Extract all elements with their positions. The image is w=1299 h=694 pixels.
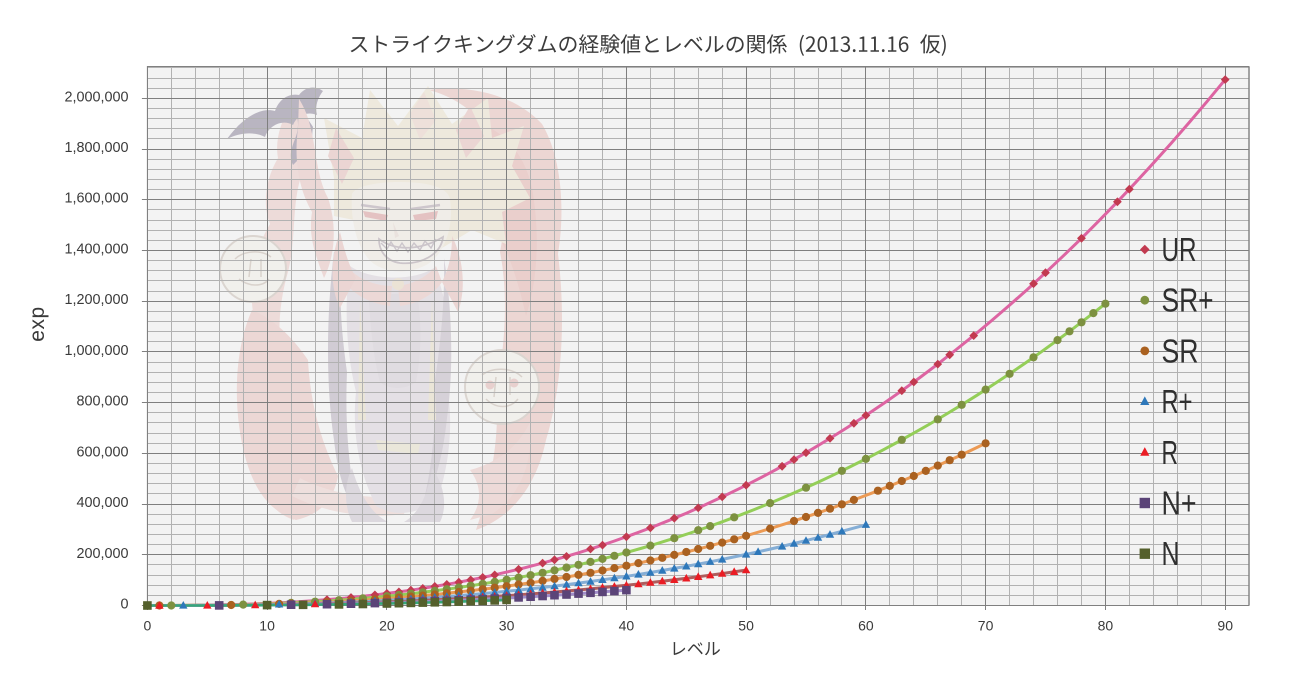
svg-text:50: 50 — [738, 617, 754, 633]
svg-text:80: 80 — [1098, 617, 1114, 633]
svg-text:1,800,000: 1,800,000 — [64, 140, 128, 156]
svg-text:R+: R+ — [1162, 383, 1193, 420]
svg-text:90: 90 — [1217, 617, 1233, 633]
svg-text:20: 20 — [379, 617, 395, 633]
svg-text:1,000,000: 1,000,000 — [64, 343, 128, 359]
svg-text:60: 60 — [858, 617, 874, 633]
svg-text:1,200,000: 1,200,000 — [64, 292, 128, 308]
svg-text:0: 0 — [144, 617, 152, 633]
svg-text:0: 0 — [120, 597, 128, 613]
svg-text:SR+: SR+ — [1162, 282, 1214, 319]
svg-text:N: N — [1162, 535, 1180, 572]
svg-text:exp: exp — [26, 306, 49, 341]
svg-text:30: 30 — [499, 617, 515, 633]
svg-text:UR: UR — [1162, 231, 1197, 268]
svg-text:10: 10 — [259, 617, 275, 633]
svg-text:600,000: 600,000 — [76, 444, 128, 460]
svg-text:40: 40 — [619, 617, 635, 633]
svg-text:200,000: 200,000 — [76, 546, 128, 562]
svg-text:1,400,000: 1,400,000 — [64, 242, 128, 258]
svg-text:400,000: 400,000 — [76, 495, 128, 511]
svg-text:800,000: 800,000 — [76, 394, 128, 410]
svg-text:SR: SR — [1162, 332, 1199, 369]
svg-text:2,000,000: 2,000,000 — [64, 89, 128, 105]
svg-text:N+: N+ — [1162, 485, 1197, 522]
svg-text:1,600,000: 1,600,000 — [64, 191, 128, 207]
svg-text:70: 70 — [978, 617, 994, 633]
svg-text:R: R — [1162, 434, 1179, 471]
